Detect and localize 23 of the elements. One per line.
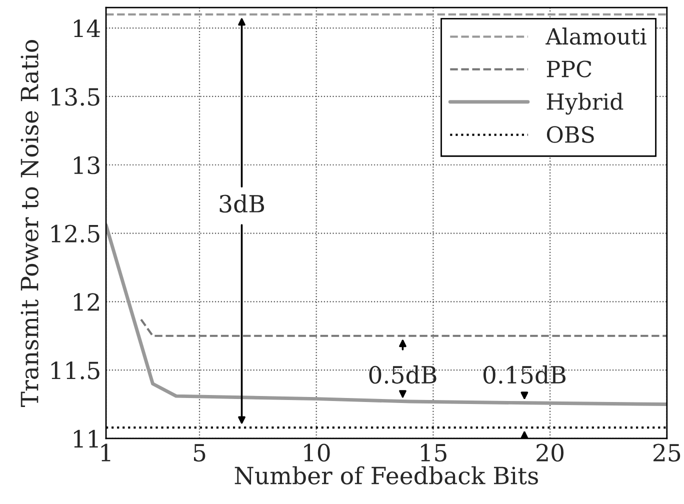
y-tick-label: 13.5: [51, 88, 100, 106]
y-tick-label: 12.5: [51, 224, 100, 243]
y-axis-title: Transmit Power to Noise Ratio: [20, 40, 38, 407]
legend-label: OBS: [546, 126, 594, 143]
y-tick-label: 11: [74, 430, 98, 448]
legend-label: Alamouti: [546, 28, 646, 45]
x-tick-label: 5: [194, 444, 206, 462]
x-tick-label: 20: [536, 444, 564, 462]
x-tick-label: 10: [304, 444, 330, 462]
line-series: [106, 223, 667, 406]
x-tick-label: 15: [421, 444, 446, 462]
x-tick-label: 1: [101, 444, 110, 462]
legend-label: Hybrid: [546, 92, 624, 115]
legend-label: PPC: [546, 60, 592, 78]
annotation: 0.15dB: [483, 365, 566, 384]
annotation: 0.5dB: [369, 365, 436, 384]
y-tick-label: 11.5: [51, 362, 100, 380]
x-axis-title: Number of Feedback Bits: [234, 466, 538, 484]
y-tick-label: 14: [74, 20, 100, 38]
annotation: 3dB: [220, 194, 264, 213]
y-tick-label: 12: [74, 293, 99, 311]
x-tick-label: 25: [653, 444, 680, 462]
y-tick-label: 13: [74, 156, 100, 174]
